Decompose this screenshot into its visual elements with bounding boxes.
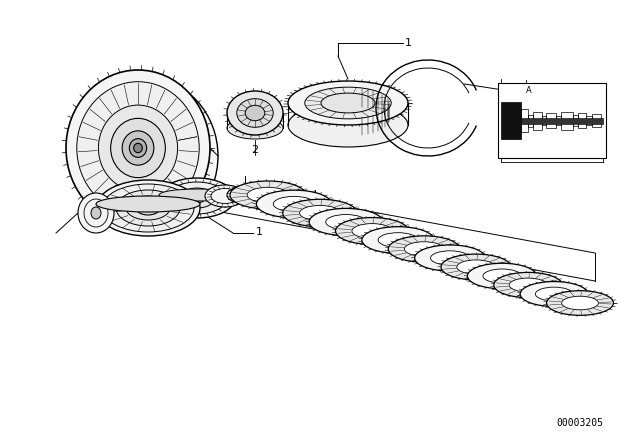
Bar: [573, 115, 578, 126]
Ellipse shape: [66, 70, 210, 226]
Ellipse shape: [99, 105, 178, 191]
Ellipse shape: [122, 131, 154, 165]
Ellipse shape: [335, 218, 408, 245]
Bar: [578, 113, 586, 128]
Text: 1: 1: [405, 38, 412, 48]
Ellipse shape: [189, 193, 205, 203]
Ellipse shape: [494, 272, 562, 297]
Ellipse shape: [536, 287, 573, 301]
Ellipse shape: [96, 180, 200, 236]
Ellipse shape: [91, 207, 101, 219]
Ellipse shape: [441, 254, 511, 280]
Text: 2: 2: [252, 145, 259, 155]
Ellipse shape: [362, 227, 434, 253]
Ellipse shape: [283, 199, 357, 227]
Ellipse shape: [159, 189, 235, 201]
Ellipse shape: [257, 190, 332, 218]
Bar: [592, 114, 601, 127]
Bar: [498, 83, 606, 158]
Bar: [533, 112, 542, 129]
Ellipse shape: [378, 233, 418, 247]
Ellipse shape: [509, 278, 547, 292]
Ellipse shape: [78, 193, 114, 233]
Ellipse shape: [227, 117, 283, 139]
Ellipse shape: [129, 138, 147, 157]
Ellipse shape: [520, 281, 588, 306]
Ellipse shape: [352, 224, 392, 238]
Ellipse shape: [415, 245, 485, 271]
Ellipse shape: [273, 196, 315, 211]
Bar: [501, 102, 521, 139]
Bar: [528, 115, 533, 126]
Bar: [561, 112, 573, 129]
Ellipse shape: [562, 296, 598, 310]
Text: 00003205: 00003205: [557, 418, 604, 428]
Ellipse shape: [96, 196, 200, 212]
Ellipse shape: [126, 196, 170, 220]
Bar: [586, 116, 592, 125]
Ellipse shape: [205, 185, 245, 207]
Ellipse shape: [431, 251, 469, 265]
Ellipse shape: [237, 99, 273, 127]
Ellipse shape: [388, 236, 460, 262]
Bar: [556, 116, 561, 125]
Text: 1: 1: [256, 227, 263, 237]
Ellipse shape: [77, 82, 199, 214]
Ellipse shape: [457, 260, 495, 274]
Ellipse shape: [326, 215, 366, 229]
Text: A: A: [526, 86, 532, 95]
Ellipse shape: [404, 242, 444, 256]
Ellipse shape: [167, 182, 227, 214]
Ellipse shape: [300, 206, 340, 220]
Ellipse shape: [309, 208, 383, 236]
Ellipse shape: [227, 187, 257, 203]
Ellipse shape: [247, 187, 289, 202]
Ellipse shape: [547, 291, 614, 315]
Ellipse shape: [321, 93, 375, 113]
Ellipse shape: [305, 87, 391, 119]
Ellipse shape: [134, 143, 142, 153]
Ellipse shape: [288, 103, 408, 147]
Bar: [521, 117, 603, 124]
Bar: [546, 113, 556, 128]
Bar: [521, 109, 528, 132]
Ellipse shape: [179, 188, 215, 208]
Ellipse shape: [467, 263, 536, 289]
Ellipse shape: [102, 184, 194, 232]
Ellipse shape: [136, 201, 160, 215]
Ellipse shape: [227, 91, 283, 135]
Bar: [542, 116, 546, 125]
Ellipse shape: [116, 190, 180, 226]
Ellipse shape: [230, 181, 306, 209]
Ellipse shape: [483, 269, 521, 283]
Ellipse shape: [111, 118, 165, 178]
Ellipse shape: [159, 178, 235, 218]
Ellipse shape: [288, 81, 408, 125]
Ellipse shape: [245, 105, 265, 121]
Ellipse shape: [74, 78, 218, 234]
